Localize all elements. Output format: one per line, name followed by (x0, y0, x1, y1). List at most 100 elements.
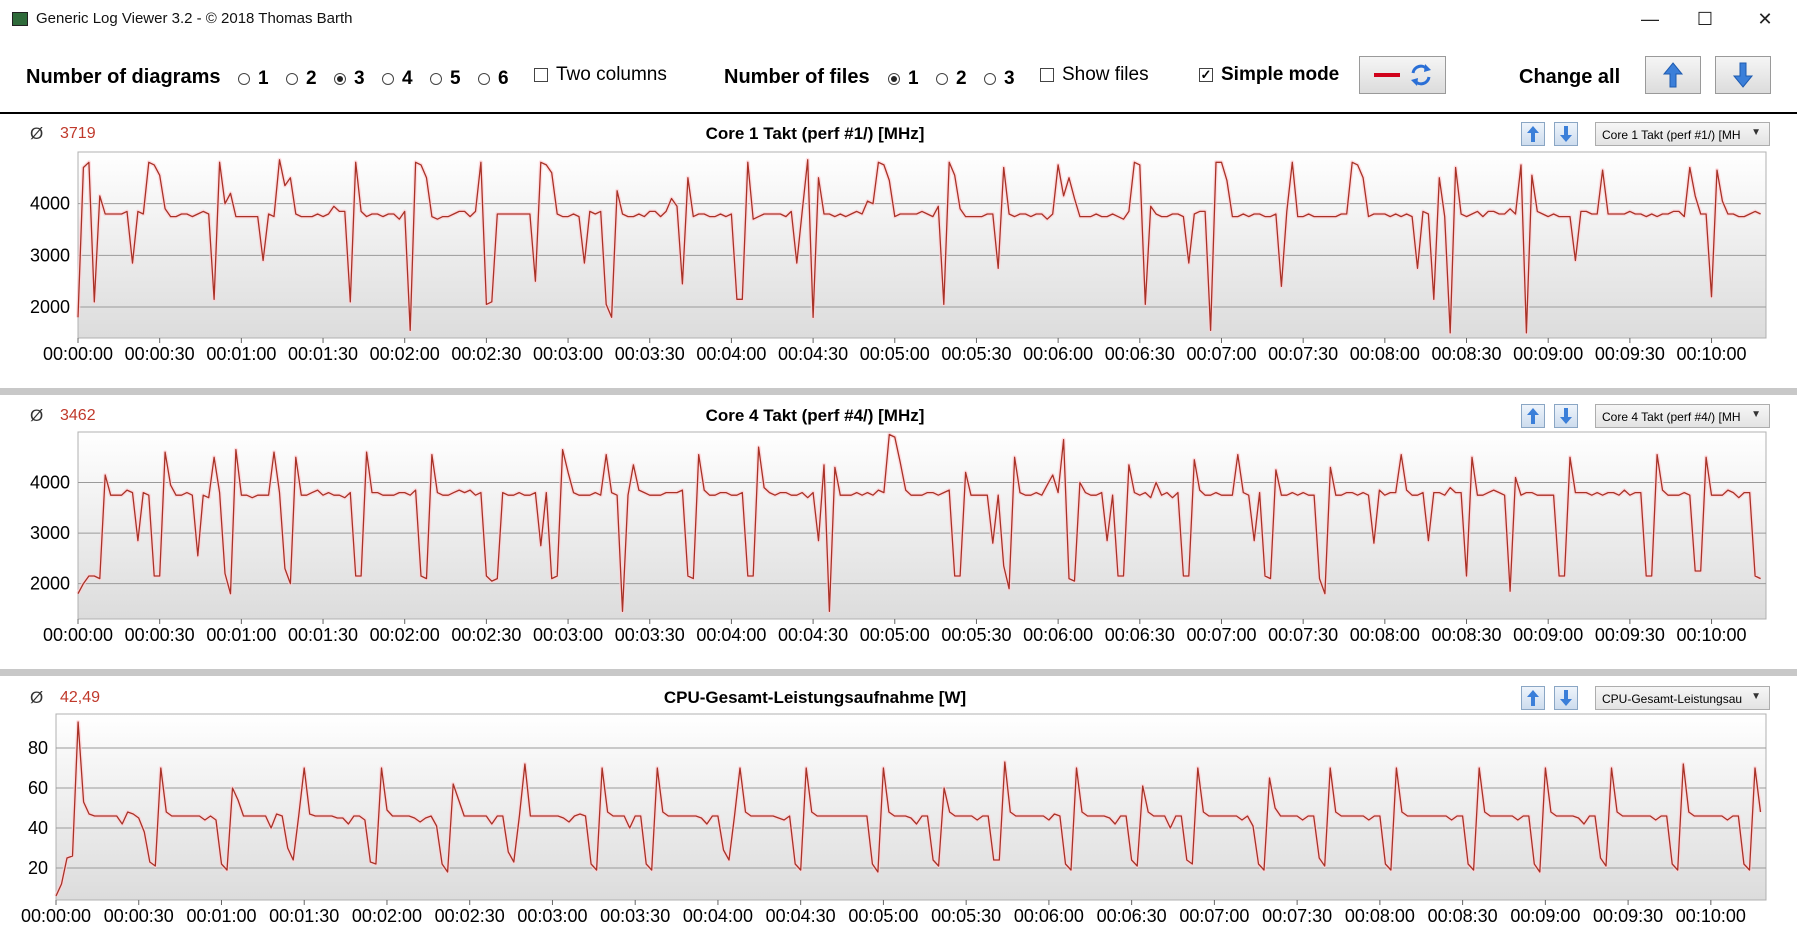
maximize-button[interactable]: ☐ (1696, 8, 1714, 29)
x-tick-label: 00:01:00 (206, 625, 276, 645)
simple-mode-checkbox[interactable]: ✓ Simple mode (1199, 64, 1339, 86)
x-tick-label: 00:08:00 (1345, 906, 1415, 926)
x-tick-label: 00:06:00 (1014, 906, 1084, 926)
diagrams-radio-3[interactable]: 3 (334, 68, 365, 90)
x-tick-label: 00:07:30 (1268, 344, 1338, 364)
two-columns-checkbox[interactable]: Two columns (534, 64, 667, 86)
x-tick-label: 00:00:00 (43, 344, 113, 364)
x-tick-label: 00:02:00 (370, 344, 440, 364)
y-tick-label: 3000 (30, 245, 70, 265)
change-all-label: Change all (1519, 66, 1621, 88)
radio-circle[interactable] (382, 73, 394, 85)
plot-area (55, 713, 1767, 901)
move-chart-up-button[interactable] (1521, 404, 1545, 428)
series-line (77, 433, 1761, 613)
x-tick-label: 00:10:00 (1677, 344, 1747, 364)
arrow-down-icon (1560, 408, 1572, 424)
series-selector-dropdown[interactable]: CPU-Gesamt-Leistungsau ▼ (1595, 686, 1770, 710)
x-tick-label: 00:06:30 (1097, 906, 1167, 926)
x-tick-label: 00:03:00 (533, 344, 603, 364)
series-selector-dropdown[interactable]: Core 4 Takt (perf #4/) [MH ▼ (1595, 404, 1770, 428)
checkbox-box[interactable] (1040, 68, 1054, 82)
diagrams-radio-5[interactable]: 5 (430, 68, 461, 90)
radio-circle[interactable] (478, 73, 490, 85)
radio-circle[interactable] (888, 73, 900, 85)
minimize-button[interactable]: — (1641, 8, 1659, 29)
chart-title: Core 4 Takt (perf #4/) [MHz] (705, 406, 925, 425)
x-tick-label: 00:10:00 (1676, 906, 1746, 926)
x-tick-label: 00:03:30 (615, 625, 685, 645)
diagrams-radio-6[interactable]: 6 (478, 68, 509, 90)
radio-label: 2 (956, 68, 967, 89)
radio-circle[interactable] (334, 73, 346, 85)
plot-area (77, 151, 1767, 339)
checkbox-box[interactable] (534, 68, 548, 82)
x-tick-label: 00:01:00 (186, 906, 256, 926)
x-tick-label: 00:04:00 (696, 344, 766, 364)
files-radio-1[interactable]: 1 (888, 68, 919, 90)
diagrams-radio-2[interactable]: 2 (286, 68, 317, 90)
x-tick-label: 00:02:30 (451, 344, 521, 364)
move-chart-down-button[interactable] (1554, 686, 1578, 710)
x-tick-label: 00:08:30 (1431, 344, 1501, 364)
y-tick-label: 2000 (30, 574, 70, 594)
show-files-checkbox[interactable]: Show files (1040, 64, 1149, 86)
x-tick-label: 00:02:30 (435, 906, 505, 926)
show-files-label: Show files (1062, 64, 1149, 85)
x-tick-label: 00:04:30 (778, 344, 848, 364)
radio-circle[interactable] (286, 73, 298, 85)
files-radio-3[interactable]: 3 (984, 68, 1015, 90)
x-tick-label: 00:06:00 (1023, 344, 1093, 364)
checkbox-box[interactable]: ✓ (1199, 67, 1213, 82)
line-color-button[interactable] (1359, 56, 1446, 94)
y-tick-label: 4000 (30, 473, 70, 493)
diagrams-radio-1[interactable]: 1 (238, 68, 269, 90)
chevron-down-icon: ▼ (1751, 691, 1761, 702)
x-tick-label: 00:01:30 (269, 906, 339, 926)
radio-circle[interactable] (984, 73, 996, 85)
x-tick-label: 00:07:30 (1268, 625, 1338, 645)
x-tick-label: 00:05:30 (941, 625, 1011, 645)
x-tick-label: 00:06:30 (1105, 344, 1175, 364)
radio-circle[interactable] (430, 73, 442, 85)
x-tick-label: 00:05:30 (941, 344, 1011, 364)
x-tick-label: 00:07:00 (1186, 344, 1256, 364)
x-tick-label: 00:04:00 (683, 906, 753, 926)
number-of-diagrams-label: Number of diagrams (26, 66, 221, 88)
plot-area (77, 431, 1767, 620)
selected-series: Core 1 Takt (perf #1/) [MH (1602, 128, 1741, 142)
panel-separator (0, 388, 1797, 395)
y-tick-label: 4000 (30, 194, 70, 214)
x-tick-label: 00:03:30 (600, 906, 670, 926)
x-tick-label: 00:06:00 (1023, 625, 1093, 645)
y-tick-label: 80 (28, 738, 48, 758)
average-symbol: Ø (30, 124, 44, 143)
files-radio-2[interactable]: 2 (936, 68, 967, 90)
series-selector-dropdown[interactable]: Core 1 Takt (perf #1/) [MH ▼ (1595, 122, 1770, 146)
x-tick-label: 00:00:30 (125, 344, 195, 364)
app-icon (12, 12, 28, 26)
series-glow (54, 720, 1763, 897)
move-chart-down-button[interactable] (1554, 404, 1578, 428)
two-columns-label: Two columns (556, 64, 667, 85)
x-tick-label: 00:05:00 (848, 906, 918, 926)
move-up-all-button[interactable] (1645, 56, 1701, 94)
x-tick-label: 00:07:00 (1186, 625, 1256, 645)
close-button[interactable]: ✕ (1757, 8, 1773, 29)
x-tick-label: 00:01:30 (288, 625, 358, 645)
average-value: 3719 (60, 125, 96, 142)
move-chart-up-button[interactable] (1521, 686, 1545, 710)
move-chart-down-button[interactable] (1554, 122, 1578, 146)
radio-circle[interactable] (238, 73, 250, 85)
radio-label: 2 (306, 68, 317, 89)
diagrams-radio-4[interactable]: 4 (382, 68, 413, 90)
radio-circle[interactable] (936, 73, 948, 85)
red-line-icon (1373, 73, 1400, 77)
move-down-all-button[interactable] (1715, 56, 1771, 94)
x-tick-label: 00:05:30 (931, 906, 1001, 926)
title-bar: Generic Log Viewer 3.2 - © 2018 Thomas B… (0, 0, 1797, 38)
move-chart-up-button[interactable] (1521, 122, 1545, 146)
x-tick-label: 00:00:30 (104, 906, 174, 926)
y-tick-label: 3000 (30, 523, 70, 543)
x-tick-label: 00:08:30 (1428, 906, 1498, 926)
